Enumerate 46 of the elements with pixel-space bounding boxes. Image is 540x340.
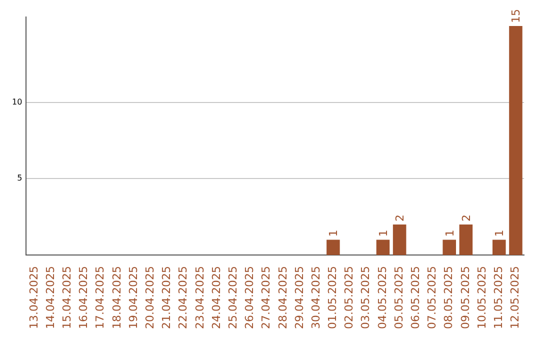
x-tick-label: 23.04.2025 [193, 266, 206, 330]
x-tick-label: 28.04.2025 [276, 266, 290, 330]
y-tick-label: 10 [12, 97, 22, 106]
x-tick-label: 17.04.2025 [94, 266, 107, 330]
bar [442, 240, 456, 256]
bar [459, 224, 473, 256]
x-tick-label: 13.04.2025 [27, 266, 40, 330]
x-tick-label: 18.04.2025 [110, 266, 124, 330]
x-tick-label: 07.05.2025 [426, 266, 439, 330]
x-tick-label: 26.04.2025 [243, 266, 256, 330]
x-tick-label: 03.05.2025 [359, 266, 372, 330]
bar [326, 240, 340, 256]
data-label: 1 [443, 230, 456, 237]
x-tick-label: 06.05.2025 [409, 266, 422, 330]
data-label: 1 [327, 230, 340, 237]
bar [492, 240, 506, 256]
x-tick-label: 04.05.2025 [376, 266, 389, 330]
x-tick-label: 14.04.2025 [44, 266, 57, 330]
data-label: 15 [510, 8, 523, 23]
data-label: 1 [493, 230, 506, 237]
x-tick-label: 01.05.2025 [326, 266, 340, 330]
x-tick-label: 29.04.2025 [292, 266, 306, 330]
x-tick-label: 27.04.2025 [260, 266, 273, 330]
x-tick-label: 16.04.2025 [77, 266, 90, 330]
data-label: 2 [394, 214, 407, 222]
x-tick-label: 21.04.2025 [160, 266, 174, 330]
x-tick-label: 19.04.2025 [126, 266, 140, 330]
bar [376, 240, 390, 256]
x-tick-label: 11.05.2025 [492, 266, 505, 330]
x-tick-label: 09.05.2025 [458, 266, 472, 330]
x-tick-label: 15.04.2025 [60, 266, 74, 330]
x-tick-label: 02.05.2025 [342, 266, 356, 330]
y-tick-label: 5 [17, 174, 22, 183]
x-tick-label: 10.05.2025 [475, 266, 488, 330]
x-tick-label: 30.04.2025 [309, 266, 322, 330]
data-label: 1 [376, 230, 390, 237]
data-label: 2 [460, 214, 473, 222]
bar [392, 224, 406, 256]
x-tick-label: 05.05.2025 [392, 266, 406, 330]
x-tick-label: 12.05.2025 [508, 266, 522, 330]
x-tick-label: 20.04.2025 [144, 266, 156, 330]
x-tick-label: 22.04.2025 [176, 266, 190, 330]
bar [509, 26, 522, 256]
x-tick-label: 24.04.2025 [210, 266, 223, 330]
x-tick-label: 08.05.2025 [442, 266, 456, 330]
x-tick-label: 25.04.2025 [226, 266, 240, 330]
